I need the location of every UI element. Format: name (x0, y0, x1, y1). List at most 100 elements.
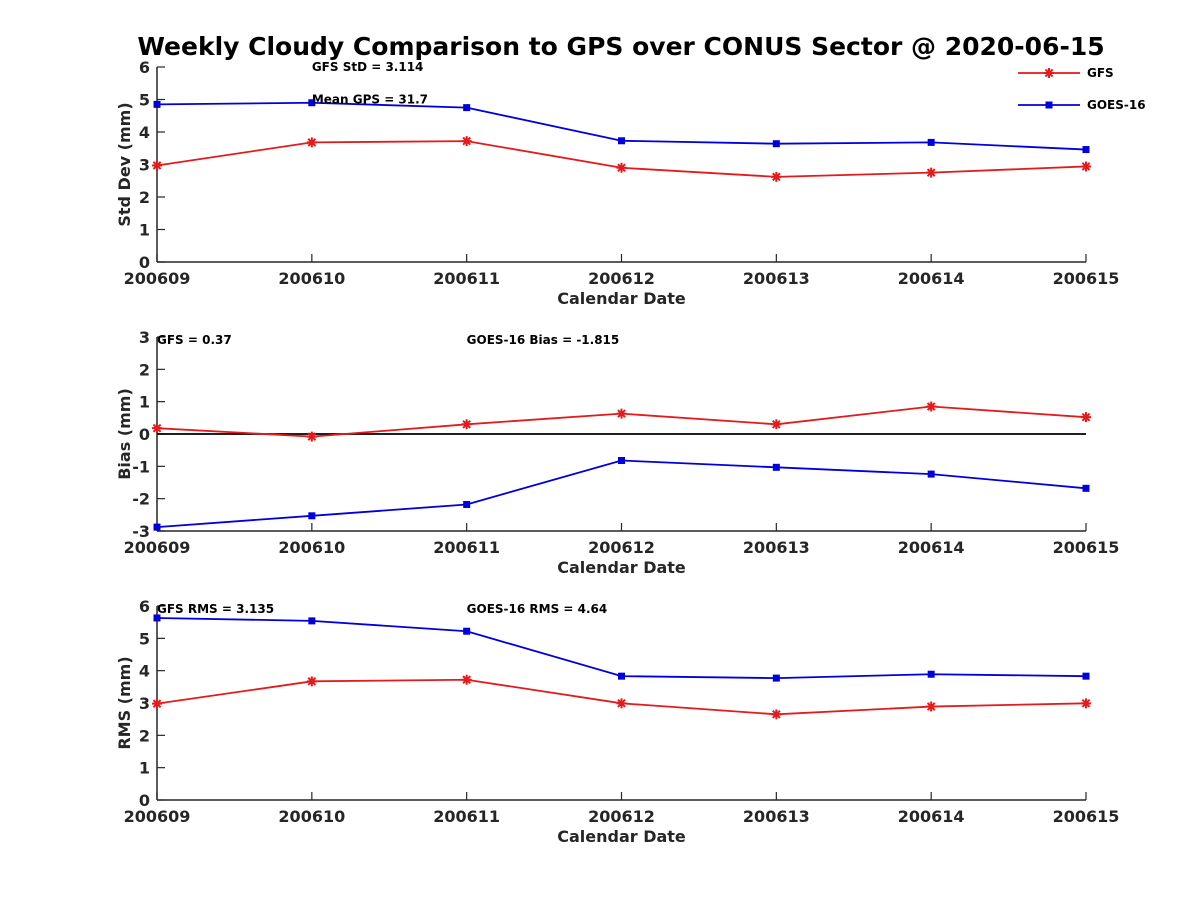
subplot-2: -3 -2 -1 0 1 2 3 200609 200610 200611 200612 200613… (115, 328, 1119, 577)
data-point (308, 99, 316, 107)
subplot-3: 0 1 2 3 4 5 6 200609 200610 200611 200612 200613 200… (115, 597, 1119, 846)
data-point (461, 136, 472, 147)
data-point (772, 463, 780, 471)
data-point (926, 167, 937, 178)
data-point (306, 676, 317, 687)
data-point (926, 701, 937, 712)
y-axis-label: RMS (mm) (115, 656, 134, 749)
annotation: GFS RMS = 3.135 (157, 602, 274, 616)
data-point (618, 457, 625, 465)
annotation: GFS StD = 3.114 (312, 60, 424, 74)
annotation: GOES-16 Bias = -1.815 (467, 333, 620, 347)
data-point (153, 614, 161, 622)
y-tick-label: 2 (139, 726, 150, 745)
data-point (772, 674, 780, 682)
y-tick-label: -2 (132, 490, 150, 509)
data-point (771, 171, 782, 182)
y-tick-label: 0 (139, 425, 150, 444)
x-tick-label: 200609 (124, 538, 191, 557)
data-point (616, 698, 627, 709)
x-tick-label: 200611 (433, 269, 500, 288)
x-tick-label: 200609 (124, 269, 191, 288)
data-point (306, 431, 317, 442)
data-point (1081, 161, 1091, 172)
x-tick-label: 200611 (433, 538, 500, 557)
data-point (308, 512, 316, 520)
x-axis-label: Calendar Date (557, 289, 686, 308)
data-point (618, 137, 625, 145)
x-tick-label: 200612 (588, 807, 655, 826)
y-tick-label: 1 (139, 393, 150, 412)
series-gfs (152, 401, 1091, 442)
data-point (153, 100, 161, 108)
x-axis-label: Calendar Date (557, 827, 686, 846)
x-tick-label: 200614 (898, 538, 965, 557)
data-point (771, 419, 782, 430)
x-tick-label: 200611 (433, 807, 500, 826)
data-point (153, 523, 161, 531)
series-line (156, 617, 1087, 680)
annotation: GFS = 0.37 (157, 333, 232, 347)
data-point (152, 698, 162, 709)
data-point (152, 423, 162, 434)
y-tick-label: 5 (139, 629, 150, 648)
data-point (927, 670, 935, 678)
x-tick-label: 200612 (588, 269, 655, 288)
chart-title: Weekly Cloudy Comparison to GPS over CON… (137, 32, 1104, 61)
y-tick-label: -3 (132, 522, 150, 541)
data-point (461, 419, 472, 430)
data-point (308, 617, 316, 625)
data-point (616, 162, 627, 173)
annotation: Mean GPS = 31.7 (312, 93, 428, 107)
data-point (306, 137, 317, 148)
x-tick-label: 200609 (124, 807, 191, 826)
data-point (772, 140, 780, 148)
data-point (1081, 412, 1091, 423)
legend-marker (1045, 101, 1053, 109)
legend-entry: GFS (1018, 66, 1114, 80)
data-point (463, 627, 471, 635)
legend: GFS GOES-16 (1018, 66, 1146, 112)
data-point (771, 709, 782, 720)
x-tick-label: 200612 (588, 538, 655, 557)
y-tick-label: 0 (139, 253, 150, 272)
series-goes-16 (153, 99, 1090, 154)
x-tick-label: 200614 (898, 807, 965, 826)
data-point (616, 408, 627, 419)
legend-marker (1044, 68, 1054, 78)
data-point (1082, 146, 1090, 154)
data-point (927, 138, 935, 146)
data-point (461, 674, 472, 685)
y-tick-label: 4 (139, 662, 150, 681)
y-tick-label: 1 (139, 221, 150, 240)
data-point (926, 401, 937, 412)
x-tick-label: 200613 (743, 538, 810, 557)
x-tick-label: 200610 (278, 269, 345, 288)
y-tick-label: 3 (139, 328, 150, 347)
subplot-1: 0 1 2 3 4 5 6 200609 200610 200611 200612 200613 200… (115, 58, 1119, 308)
y-tick-label: -1 (132, 457, 150, 476)
y-tick-label: 6 (139, 58, 150, 77)
legend-entry: GOES-16 (1018, 98, 1146, 112)
data-point (1082, 672, 1090, 680)
y-tick-label: 5 (139, 91, 150, 110)
y-tick-label: 2 (139, 360, 150, 379)
data-point (1081, 698, 1091, 709)
y-tick-label: 0 (139, 791, 150, 810)
y-axis-label: Bias (mm) (115, 388, 134, 480)
series-line (156, 678, 1087, 716)
y-tick-label: 6 (139, 597, 150, 616)
x-tick-label: 200615 (1053, 538, 1120, 557)
y-tick-label: 3 (139, 694, 150, 713)
x-tick-label: 200613 (743, 269, 810, 288)
y-tick-label: 3 (139, 156, 150, 175)
y-tick-label: 2 (139, 188, 150, 207)
x-axis-label: Calendar Date (557, 558, 686, 577)
x-tick-label: 200615 (1053, 269, 1120, 288)
series-goes-16 (153, 614, 1090, 682)
data-point (927, 470, 935, 478)
data-point (463, 500, 471, 508)
legend-label: GOES-16 (1087, 98, 1146, 112)
